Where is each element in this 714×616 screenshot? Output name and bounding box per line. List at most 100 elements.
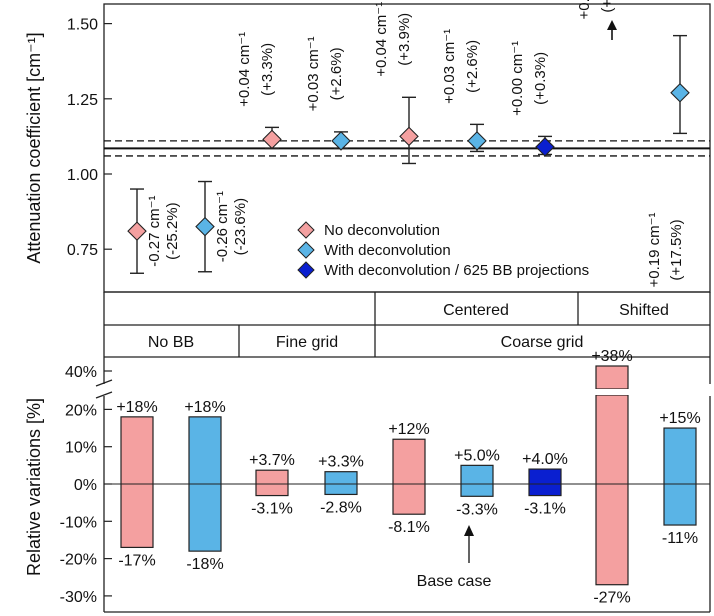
attenuation-points: -0.27 cm⁻¹ (-25.2%) -0.26 cm⁻¹ (-23.6%) +0.0…: [127, 0, 690, 288]
top-y-ticks: 0.75 1.00 1.25 1.50: [67, 17, 112, 259]
point-annotation-delta: +0.00 cm⁻¹: [509, 41, 526, 116]
variation-bar: [528, 468, 562, 497]
bottom-y-tick-label: -20%: [60, 552, 97, 569]
axis-break-mark-upper: [95, 379, 113, 387]
attenuation-point-group: +0.00 cm⁻¹ (+0.3%): [509, 41, 555, 157]
bar-min-label: -11%: [662, 530, 698, 547]
base-case-annotation: Base case: [417, 525, 492, 590]
variation-bar: [324, 471, 358, 496]
attenuation-point-group: +0.19 cm⁻¹ (+17.5%): [646, 34, 690, 288]
point-annotation-percent: (+2.6%): [328, 47, 345, 100]
legend-label-with-deconvolution-625: With deconvolution / 625 BB projections: [324, 262, 589, 279]
bar-min-label: -27%: [593, 590, 630, 607]
base-case-label: Base case: [417, 573, 492, 590]
attenuation-point-group: +0.03 cm⁻¹ (+2.6%): [305, 36, 351, 151]
legend-label-with-deconvolution: With deconvolution: [324, 242, 451, 259]
point-annotation-percent: (+3.3%): [259, 43, 276, 96]
data-point: [331, 131, 351, 151]
base-case-arrow-head: [464, 525, 474, 536]
bottom-y-tick-label: -10%: [60, 514, 97, 531]
legend-marker-with-deconvolution: [297, 241, 315, 259]
variation-bar: [392, 438, 426, 515]
point-annotation-delta: -0.27 cm⁻¹: [146, 196, 163, 267]
bar-max-label: +12%: [388, 421, 429, 438]
variation-bar: [663, 427, 697, 526]
bar-min-label: -3.1%: [251, 501, 293, 518]
legend-label-no-deconvolution: No deconvolution: [324, 222, 440, 239]
bar-max-label: +3.7%: [249, 452, 295, 469]
point-annotation-percent: (+73.3%): [599, 0, 616, 13]
bar-min-label: -8.1%: [388, 519, 430, 536]
bar-max-label: +18%: [116, 399, 157, 416]
legend-marker-with-deconvolution-625: [297, 261, 315, 279]
data-point: [399, 126, 419, 147]
point-annotation-delta: +0.03 cm⁻¹: [305, 36, 322, 111]
point-annotation-percent: (+3.9%): [396, 13, 413, 66]
grid-header-table: Centered Shifted No BB Fine grid Coarse …: [103, 291, 711, 358]
bar-min-label: -17%: [118, 552, 155, 569]
top-y-tick-label: 1.50: [67, 17, 98, 34]
variation-bar-upper: [595, 365, 629, 390]
bar-max-label: +15%: [659, 410, 700, 427]
axis-break-mark-lower: [95, 391, 113, 399]
point-annotation-delta: +0.79 cm⁻¹: [576, 0, 593, 20]
point-annotation-percent: (+0.3%): [532, 52, 549, 105]
bar-max-label: +5.0%: [454, 447, 500, 464]
attenuation-point-group: +0.79 cm⁻¹ (+73.3%): [576, 0, 617, 40]
legend: No deconvolution With deconvolution With…: [297, 221, 589, 279]
attenuation-point-group: -0.27 cm⁻¹ (-25.2%): [127, 188, 181, 274]
header-shifted: Shifted: [619, 302, 669, 319]
bottom-y-tick-label: 40%: [65, 364, 97, 381]
point-annotation-percent: (+17.5%): [668, 219, 685, 280]
top-y-tick-label: 1.00: [67, 167, 98, 184]
variation-bar: [120, 416, 154, 549]
bar-max-label: +38%: [591, 348, 632, 365]
variation-bars: [120, 365, 697, 586]
bar-min-label: -3.1%: [524, 501, 566, 518]
point-annotation-percent: (-25.2%): [164, 202, 181, 260]
data-point: [467, 131, 487, 151]
variation-bar: [255, 469, 289, 497]
bottom-y-ticks: -30% -20% -10% 0% 10% 20% 40%: [60, 364, 112, 606]
bar-max-label: +18%: [184, 399, 225, 416]
attenuation-panel: 0.75 1.00 1.25 1.50 -0.27 cm⁻¹ (-25.2%) -0.26…: [24, 0, 711, 293]
bar-min-label: -2.8%: [320, 499, 362, 516]
point-annotation-percent: (+2.6%): [464, 40, 481, 93]
bar-max-label: +3.3%: [318, 454, 364, 471]
top-y-axis-title: Attenuation coefficient [cm⁻¹]: [24, 32, 44, 263]
top-y-tick-label: 0.75: [67, 242, 98, 259]
data-point: [127, 221, 147, 241]
attenuation-point-group: +0.04 cm⁻¹ (+3.9%): [373, 2, 419, 165]
bottom-y-tick-label: 0%: [74, 477, 97, 494]
relative-variation-panel: -30% -20% -10% 0% 10% 20% 40% +18% -17% +18% -18%…: [24, 348, 711, 613]
header-centered: Centered: [443, 302, 509, 319]
legend-marker-no-deconvolution: [297, 221, 315, 239]
bottom-y-axis-title: Relative variations [%]: [24, 398, 44, 576]
variation-bar: [595, 394, 629, 586]
bar-min-label: -18%: [186, 556, 223, 573]
bottom-y-tick-label: 20%: [65, 402, 97, 419]
data-point: [535, 137, 555, 157]
top-y-tick-label: 1.25: [67, 92, 98, 109]
offscale-arrow-head: [607, 20, 617, 30]
header-coarse-grid: Coarse grid: [501, 334, 584, 351]
attenuation-point-group: +0.04 cm⁻¹ (+3.3%): [236, 32, 282, 150]
data-point: [262, 129, 282, 150]
point-annotation-delta: +0.19 cm⁻¹: [646, 212, 663, 287]
bottom-y-tick-label: 10%: [65, 440, 97, 457]
variation-bar-labels: +18% -17% +18% -18% +3.7% -3.1% +3.3% -2.8% +12%…: [116, 348, 700, 607]
data-point: [195, 216, 215, 237]
bottom-y-tick-label: -30%: [60, 589, 97, 606]
bar-max-label: +4.0%: [522, 451, 568, 468]
point-annotation-delta: -0.26 cm⁻¹: [214, 191, 231, 262]
header-fine-grid: Fine grid: [276, 334, 338, 351]
bar-min-label: -3.3%: [456, 501, 498, 518]
attenuation-point-group: -0.26 cm⁻¹ (-23.6%): [195, 180, 249, 273]
point-annotation-delta: +0.04 cm⁻¹: [236, 32, 253, 107]
point-annotation-delta: +0.03 cm⁻¹: [441, 29, 458, 104]
variation-bar: [460, 464, 494, 497]
axis-break-marks: [95, 379, 113, 399]
data-point: [670, 83, 690, 103]
bar-break-gap: [595, 389, 629, 395]
